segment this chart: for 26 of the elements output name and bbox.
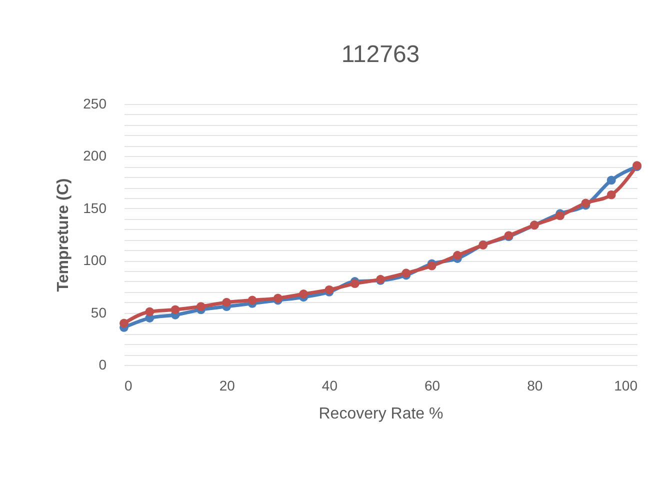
y-tick-label: 200 — [83, 148, 107, 164]
point — [248, 296, 257, 305]
y-tick-label: 100 — [83, 252, 107, 268]
point — [606, 190, 616, 200]
point — [196, 302, 206, 311]
y-tick-label: 50 — [90, 304, 107, 320]
y-axis-title: Tempreture (C) — [55, 178, 72, 292]
x-tick-label: 40 — [322, 378, 338, 394]
point — [299, 290, 308, 298]
point — [350, 279, 360, 288]
point — [606, 176, 616, 185]
point — [120, 318, 128, 328]
y-tick-label: 0 — [98, 356, 107, 372]
y-tick-label: 150 — [83, 200, 107, 216]
x-tick-label: 0 — [124, 378, 132, 394]
x-tick-label: 100 — [614, 378, 638, 394]
point — [452, 250, 462, 260]
x-tick-label: 20 — [219, 378, 236, 394]
y-tick-label: 250 — [83, 96, 107, 112]
point — [222, 298, 232, 307]
x-tick-label: 60 — [424, 378, 440, 394]
x-tick-label: 80 — [527, 378, 543, 394]
point — [170, 305, 180, 314]
chart-title: 112763 — [341, 41, 420, 68]
point — [145, 307, 154, 316]
x-axis-title: Recovery Rate % — [318, 406, 444, 422]
